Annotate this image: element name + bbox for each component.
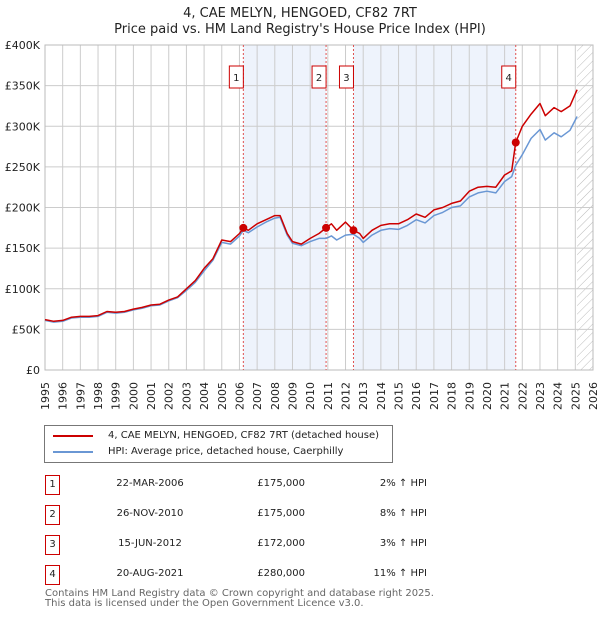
property-series-line [44,89,578,323]
sale-date: 15-JUN-2012 [118,538,182,549]
transaction-row: 4 20-AUG-2021 £280,000 11% ↑ HPI [45,565,445,585]
sale-badge: 4 [45,565,60,585]
sale-label: 2 [316,73,322,84]
x-tick-label: 2020 [481,382,494,410]
y-tick-label: £350K [5,80,41,93]
sale-price: £172,000 [257,538,305,549]
sale-label-box [311,65,327,89]
x-tick-label: 2026 [587,382,600,410]
sale-date: 26-NOV-2010 [116,508,184,519]
y-tick-label: £100K [5,283,41,296]
x-tick-label: 1998 [92,382,105,410]
x-tick-label: 2019 [463,382,476,410]
y-tick-label: £150K [5,242,41,255]
sale-label-box [501,65,517,89]
x-tick-label: 2000 [127,382,140,410]
x-tick-label: 2024 [552,382,565,410]
x-tick-label: 2003 [180,382,193,410]
price-chart: 1995 1996 1997 1998 1999 2000 2001 2002 2003 2004… [5,39,600,410]
sale-price: £175,000 [257,508,305,519]
sale-badge: 1 [45,475,60,495]
x-tick-label: 2017 [428,382,441,410]
x-tick-label: 2009 [286,382,299,410]
legend-red-line [53,434,93,437]
sale-badge: 2 [45,505,60,525]
x-tick-label: 1996 [57,382,70,410]
y-tick-label: £300K [5,120,41,133]
x-tick-label: 2021 [499,382,512,410]
sale-hpi-diff: 3% ↑ HPI [379,538,427,549]
sale-hpi-diff: 8% ↑ HPI [379,508,427,519]
x-tick-label: 2015 [393,382,406,410]
sale-point [322,223,331,232]
y-tick-label: £50K [12,323,41,336]
y-tick-label: £250K [5,161,41,174]
sale-label-box [228,65,244,89]
transaction-row: 2 26-NOV-2010 £175,000 8% ↑ HPI [45,505,445,525]
sale-hpi-diff: 2% ↑ HPI [379,478,427,489]
x-tick-label: 2025 [569,382,582,410]
sale-label: 1 [233,73,239,84]
x-tick-label: 2018 [446,382,459,410]
legend-item-property: 4, CAE MELYN, HENGOED, CF82 7RT (detache… [53,430,379,441]
plot-border [44,44,594,371]
sale-label: 4 [506,73,512,84]
transaction-row: 3 15-JUN-2012 £172,000 3% ↑ HPI [45,535,445,555]
sale-badge: 3 [45,535,60,555]
x-tick-label: 2022 [516,382,529,410]
x-tick-label: 2012 [340,382,353,410]
sale-point [511,138,520,147]
x-tick-label: 2013 [357,382,370,410]
sale-price: £280,000 [257,568,305,579]
sale-label-box [338,65,354,89]
legend-item-hpi: HPI: Average price, detached house, Caer… [53,446,343,457]
sale-date: 22-MAR-2006 [116,478,184,489]
transaction-row: 1 22-MAR-2006 £175,000 2% ↑ HPI [45,475,445,495]
sale-point [239,223,248,232]
legend-label: 4, CAE MELYN, HENGOED, CF82 7RT (detache… [108,430,380,441]
legend: 4, CAE MELYN, HENGOED, CF82 7RT (detache… [44,425,393,463]
x-tick-label: 2016 [410,382,423,410]
x-tick-label: 2010 [304,382,317,410]
sale-label: 3 [343,73,349,84]
x-tick-label: 2005 [216,382,229,410]
x-tick-label: 2008 [269,382,282,410]
footer-licence: This data is licensed under the Open Gov… [45,598,364,609]
y-tick-label: £200K [5,202,41,215]
x-tick-label: 1999 [110,382,123,410]
x-tick-label: 2023 [534,382,547,410]
hpi-series-line [44,116,578,323]
x-tick-label: 2011 [322,382,335,410]
x-tick-label: 2007 [251,382,264,410]
footer: Contains HM Land Registry data © Crown c… [45,589,434,609]
sale-date: 20-AUG-2021 [116,568,184,579]
sale-hpi-diff: 11% ↑ HPI [373,568,427,579]
x-tick-label: 2002 [163,382,176,410]
legend-label: HPI: Average price, detached house, Caer… [108,446,344,457]
chart-title: 4, CAE MELYN, HENGOED, CF82 7RT [183,6,417,21]
sale-point [349,226,358,235]
x-tick-label: 1995 [39,382,52,410]
x-tick-label: 2006 [233,382,246,410]
footer-copyright: Contains HM Land Registry data © Crown c… [45,588,434,599]
x-tick-label: 1997 [74,382,87,410]
x-tick-label: 2014 [375,382,388,410]
sale-price: £175,000 [257,478,305,489]
legend-blue-line [53,450,93,453]
x-tick-label: 2001 [145,382,158,410]
y-tick-label: £0 [26,364,40,377]
x-tick-label: 2004 [198,382,211,410]
chart-subtitle: Price paid vs. HM Land Registry's House … [114,22,486,37]
y-tick-label: £400K [5,39,41,52]
